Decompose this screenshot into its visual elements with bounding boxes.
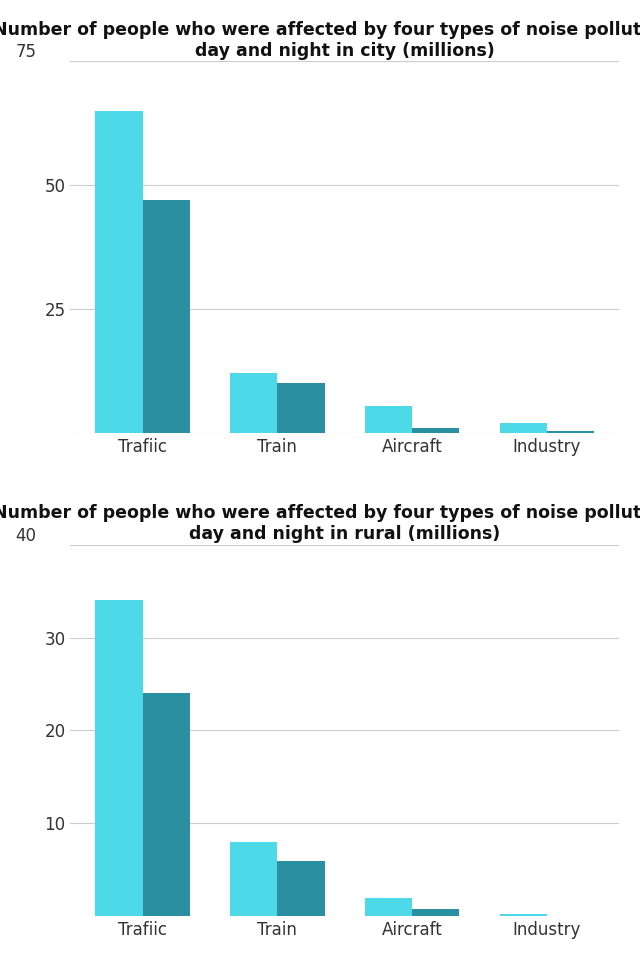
- Bar: [95, 600, 143, 916]
- Bar: [95, 110, 143, 433]
- Bar: [412, 428, 460, 433]
- Bar: [500, 915, 547, 916]
- Bar: [412, 909, 460, 916]
- Bar: [365, 898, 412, 916]
- Bar: [277, 383, 324, 433]
- Bar: [143, 200, 189, 433]
- Bar: [277, 860, 324, 916]
- Bar: [143, 693, 189, 916]
- Bar: [547, 431, 594, 433]
- Text: 75: 75: [15, 43, 36, 61]
- Text: 40: 40: [15, 527, 36, 544]
- Bar: [365, 405, 412, 433]
- Title: Number of people who were affected by four types of noise pollution in
day and n: Number of people who were affected by fo…: [0, 21, 640, 60]
- Bar: [230, 842, 277, 916]
- Bar: [230, 373, 277, 433]
- Bar: [500, 423, 547, 433]
- Title: Number of people who were affected by four types of noise pollution in
day and n: Number of people who were affected by fo…: [0, 504, 640, 543]
